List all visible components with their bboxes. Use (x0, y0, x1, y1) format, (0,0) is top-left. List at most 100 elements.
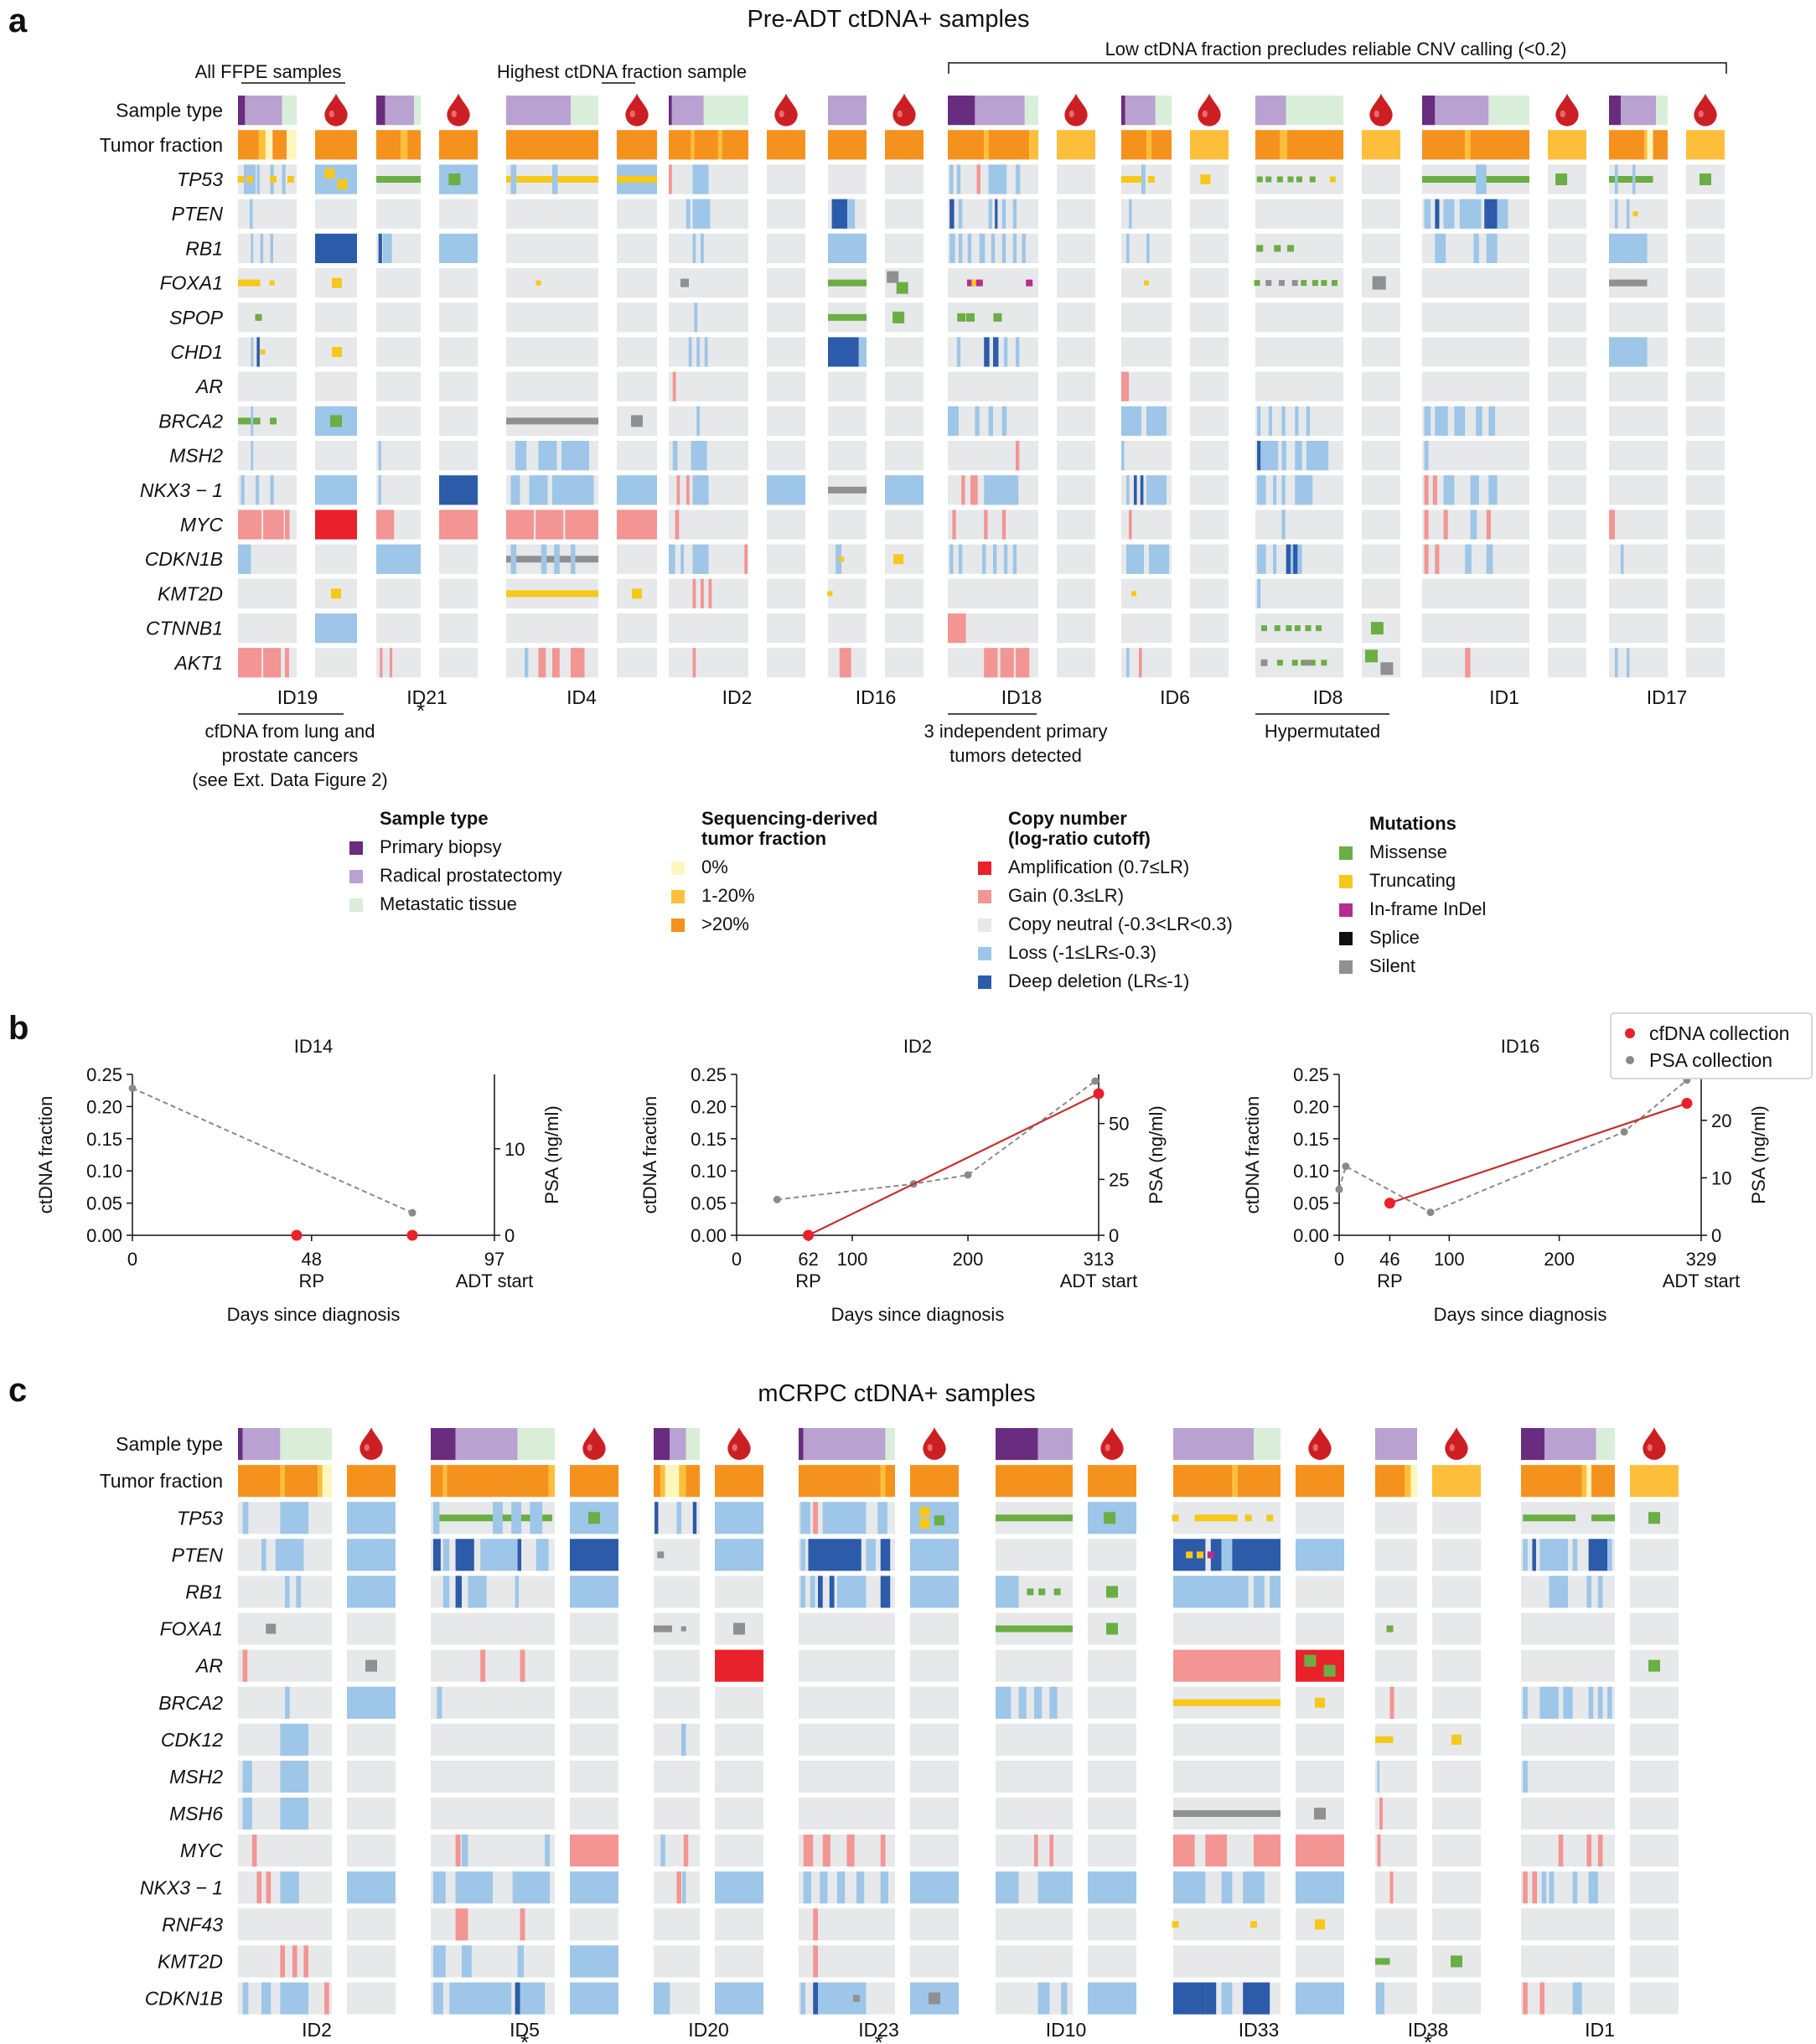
copy-number-mark (1296, 1539, 1344, 1571)
tissue-cell (376, 406, 421, 436)
row-label: AKT1 (173, 652, 223, 674)
legend-item: Amplification (0.7≤LR) (1008, 856, 1189, 877)
copy-number-mark (982, 544, 986, 574)
y-tick-label: 0.15 (1293, 1129, 1329, 1150)
tissue-cell (669, 648, 748, 678)
cfdna-cell (439, 578, 478, 608)
mutation-mark (287, 176, 294, 183)
tissue-cell (238, 613, 297, 644)
copy-number-mark (979, 233, 986, 263)
copy-number-mark (970, 475, 978, 505)
mutation-mark (1648, 1512, 1660, 1524)
mutation-mark (1274, 245, 1281, 252)
copy-number-mark (1173, 1871, 1206, 1904)
psa-point (128, 1084, 137, 1093)
psa-point (1335, 1185, 1343, 1193)
cfdna-cell (885, 233, 924, 263)
cfdna-cell (885, 371, 924, 401)
psa-point (408, 1208, 416, 1217)
mutation-mark (631, 415, 643, 427)
mutation-mark (1301, 280, 1307, 287)
copy-number-mark (1121, 441, 1125, 471)
mutation-mark (1038, 1588, 1046, 1596)
patient-label: ID19 (277, 686, 318, 708)
row-label: CTNNB1 (146, 618, 223, 639)
tissue-cell (828, 406, 867, 436)
cfdna-cell (439, 337, 478, 367)
blood-drop-icon (582, 1427, 606, 1461)
blood-drop-icon (1100, 1427, 1124, 1461)
y-tick-label: 0.10 (691, 1161, 727, 1182)
copy-number-mark (285, 648, 289, 678)
sample-type-cell (238, 1428, 243, 1461)
legend-item: 0% (701, 856, 728, 877)
copy-number-mark (694, 303, 698, 333)
patient-label: ID8 (1313, 686, 1343, 708)
tumor-fraction-cell (1647, 130, 1653, 160)
copy-number-mark (1424, 406, 1431, 436)
cfdna-cell (1057, 510, 1095, 540)
blood-drop-highlight (329, 110, 334, 118)
sample-type-cell (282, 96, 297, 126)
copy-number-mark (654, 1502, 659, 1534)
mutation-mark (929, 1992, 940, 2005)
copy-number-mark (270, 233, 273, 263)
blood-drop-highlight (1202, 110, 1208, 118)
tissue-cell (506, 268, 598, 298)
cfdna-cell (767, 613, 805, 644)
copy-number-mark (910, 1539, 959, 1571)
tumor-fraction-cell (679, 1465, 686, 1498)
tissue-cell (238, 1612, 332, 1645)
legend-swatch (671, 862, 685, 875)
sample-type-cell (517, 1428, 555, 1461)
copy-number-mark (1488, 475, 1498, 505)
cfdna-cell (1057, 164, 1095, 194)
copy-number-mark (910, 1576, 959, 1608)
tissue-cell (1521, 1945, 1615, 1978)
tissue-cell (654, 1649, 700, 1682)
blood-drop-icon (447, 93, 470, 127)
mutation-line-mark (506, 556, 598, 563)
copy-number-mark (1486, 233, 1498, 263)
cfdna-cell (1548, 578, 1586, 608)
cfdna-cell (1362, 303, 1400, 333)
x-axis-label: Days since diagnosis (1434, 1304, 1607, 1325)
copy-number-mark (280, 1502, 308, 1534)
tumor-fraction-cell (880, 1465, 886, 1498)
cfdna-cell (617, 233, 657, 263)
copy-number-mark (1146, 475, 1167, 505)
cfdna-cell (885, 337, 924, 367)
annotation-hypermutated: Hypermutated (1265, 721, 1380, 742)
tissue-cell (1422, 371, 1529, 401)
mutation-mark (1287, 176, 1294, 183)
copy-number-mark (831, 199, 847, 229)
copy-number-mark (822, 1834, 830, 1867)
copy-number-mark (1257, 544, 1266, 574)
copy-number-mark (1586, 1576, 1591, 1608)
copy-number-mark (1588, 1686, 1594, 1719)
cfdna-cell (617, 613, 657, 644)
copy-number-mark (260, 233, 264, 263)
tissue-cell (238, 199, 297, 229)
copy-number-mark (1001, 510, 1006, 540)
row-label: Tumor fraction (100, 134, 223, 156)
cfdna-cell (910, 1723, 959, 1756)
sample-type-cell (669, 96, 672, 126)
cfdna-cell (1686, 406, 1725, 436)
tissue-cell (506, 337, 598, 367)
copy-number-mark (256, 337, 260, 367)
copy-number-mark (669, 544, 675, 574)
cfdna-cell (1057, 371, 1095, 401)
copy-number-mark (552, 648, 560, 678)
copy-number-mark (1607, 1539, 1612, 1571)
sample-type-cell (455, 1428, 518, 1461)
cfdna-cell (439, 371, 478, 401)
copy-number-mark (880, 1539, 891, 1571)
copy-number-mark (1281, 441, 1286, 471)
cfdna-cell (1362, 164, 1400, 194)
tumor-fraction-cell (447, 1465, 549, 1498)
copy-number-mark (1012, 544, 1017, 574)
sample-type-cell (1521, 1428, 1544, 1461)
tissue-cell (1375, 1834, 1417, 1867)
copy-number-mark (696, 406, 701, 436)
